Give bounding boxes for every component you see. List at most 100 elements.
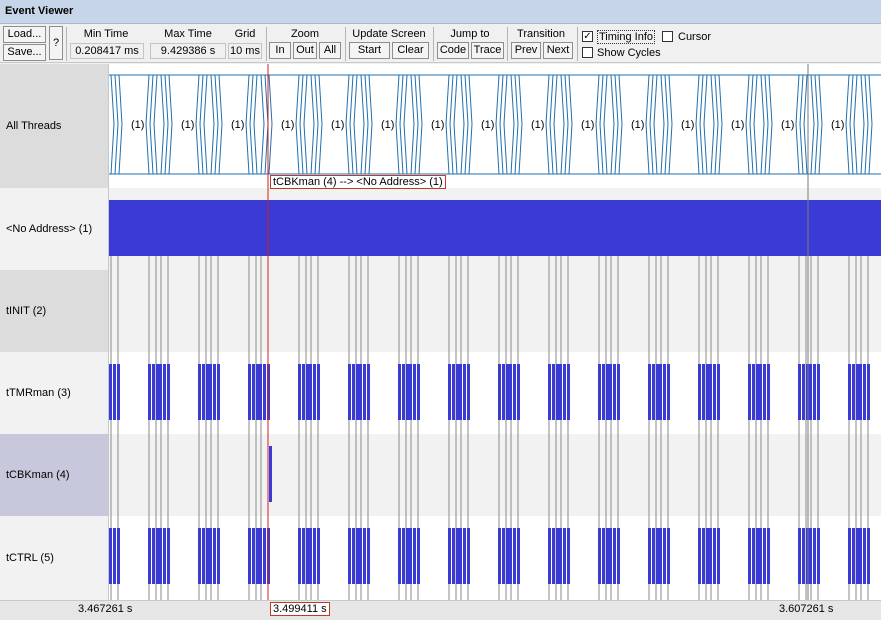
tmrman-burst-bar [859, 364, 862, 420]
all-threads-transition-line [545, 74, 550, 175]
tmrman-burst-bar [463, 364, 466, 420]
row-label-all-threads[interactable]: All Threads [0, 64, 109, 188]
all-threads-marker: (1) [731, 119, 744, 131]
tmrman-burst-bar [109, 364, 112, 420]
all-threads-transition-line [114, 74, 119, 175]
jump-trace-button[interactable]: Trace [471, 42, 504, 59]
tmrman-burst-bar [856, 364, 859, 420]
tctrl-burst-bar [648, 528, 651, 584]
tmrman-burst-bar [556, 364, 559, 420]
all-threads-transition-line [553, 74, 558, 175]
tmrman-burst-bar [509, 364, 512, 420]
tmrman-burst-bar [363, 364, 366, 420]
all-threads-transition-line [164, 74, 169, 175]
tmrman-burst-bar [748, 364, 751, 420]
tmrman-burst-bar [259, 364, 262, 420]
all-threads-transition-line [803, 74, 808, 175]
tctrl-burst-bar [109, 528, 112, 584]
tctrl-burst-bar [467, 528, 470, 584]
toolbar-separator [433, 27, 434, 61]
tctrl-burst-bar [252, 528, 255, 584]
all-threads-transition-line [118, 74, 123, 175]
help-button[interactable]: ? [49, 26, 63, 60]
jump-code-button[interactable]: Code [437, 42, 469, 59]
all-threads-transition-line [260, 74, 265, 175]
all-threads-transition-line [503, 74, 508, 175]
tctrl-burst-bar [356, 528, 359, 584]
tctrl-burst-bar [656, 528, 659, 584]
tmrman-burst-bar [302, 364, 305, 420]
tmrman-burst-bar [598, 364, 601, 420]
update-start-button[interactable]: Start [349, 42, 390, 59]
all-threads-transition-line [668, 74, 673, 175]
show-cycles-label[interactable]: Show Cycles [597, 47, 661, 59]
row-background [109, 434, 881, 516]
tctrl-burst-bar [456, 528, 459, 584]
tmrman-burst-bar [359, 364, 362, 420]
load-button[interactable]: Load... [3, 26, 46, 43]
all-threads-transition-line [110, 74, 115, 175]
all-threads-transition-line [460, 74, 465, 175]
all-threads-transition-line [253, 74, 258, 175]
tctrl-burst-bar [617, 528, 620, 584]
tctrl-burst-bar [859, 528, 862, 584]
transition-next-button[interactable]: Next [543, 42, 573, 59]
tctrl-burst-bar [509, 528, 512, 584]
timing-info-label[interactable]: Timing Info [597, 30, 656, 44]
tctrl-burst-bar [359, 528, 362, 584]
tctrl-burst-bar [459, 528, 462, 584]
zoom-all-button[interactable]: All [319, 42, 341, 59]
row-label-no-address[interactable]: <No Address> (1) [0, 188, 109, 270]
all-threads-transition-line [395, 74, 400, 175]
all-threads-transition-line [768, 74, 773, 175]
tctrl-burst-bar [809, 528, 812, 584]
tmrman-burst-bar [248, 364, 251, 420]
tctrl-burst-bar [263, 528, 266, 584]
all-threads-transition-line [168, 74, 173, 175]
save-button[interactable]: Save... [3, 44, 46, 61]
tctrl-burst-bar [798, 528, 801, 584]
all-threads-transition-line [818, 74, 823, 175]
cursor-label[interactable]: Cursor [678, 31, 712, 43]
tmrman-burst-bar [156, 364, 159, 420]
all-threads-transition-line [749, 74, 754, 175]
zoom-label: Zoom [290, 28, 320, 40]
toolbar: Load... Save... ? Min Time 0.208417 ms M… [0, 25, 881, 63]
all-threads-marker: (1) [181, 119, 194, 131]
tmrman-burst-bar [117, 364, 120, 420]
all-threads-marker: (1) [131, 119, 144, 131]
row-label-tcbkman[interactable]: tCBKman (4) [0, 434, 109, 516]
row-label-tinit[interactable]: tINIT (2) [0, 270, 109, 352]
all-threads-transition-line [853, 74, 858, 175]
tctrl-burst-bar [163, 528, 166, 584]
zoom-out-button[interactable]: Out [293, 42, 317, 59]
timeline-canvas[interactable]: (1) (1) (1) (1) (1) (1) (1) (1) (1) (1) (1) (1) (1) (… [109, 64, 881, 600]
cursor-checkbox[interactable] [662, 31, 673, 42]
tmrman-burst-bar [209, 364, 212, 420]
tctrl-burst-bar [248, 528, 251, 584]
grid-label: Grid [234, 28, 256, 40]
row-label-tctrl[interactable]: tCTRL (5) [0, 516, 109, 600]
all-threads-transition-line [645, 74, 650, 175]
tmrman-burst-bar [409, 364, 412, 420]
tctrl-burst-bar [598, 528, 601, 584]
all-threads-transition-line [195, 74, 200, 175]
all-threads-transition-line [249, 74, 254, 175]
tctrl-burst-bar [298, 528, 301, 584]
tctrl-burst-bar [413, 528, 416, 584]
all-threads-marker: (1) [631, 119, 644, 131]
all-threads-transition-line [799, 74, 804, 175]
timing-info-checkbox[interactable]: ✓ [582, 31, 593, 42]
tmrman-burst-bar [602, 364, 605, 420]
zoom-in-button[interactable]: In [269, 42, 291, 59]
show-cycles-checkbox[interactable] [582, 47, 593, 58]
timeline-plot-area[interactable]: (1) (1) (1) (1) (1) (1) (1) (1) (1) (1) (1) (1) (1) (… [109, 64, 881, 600]
transition-prev-button[interactable]: Prev [511, 42, 541, 59]
tmrman-burst-bar [656, 364, 659, 420]
tctrl-burst-bar [113, 528, 116, 584]
tmrman-burst-bar [802, 364, 805, 420]
all-threads-transition-line [349, 74, 354, 175]
tctrl-burst-bar [256, 528, 259, 584]
row-label-ttmrman[interactable]: tTMRman (3) [0, 352, 109, 434]
update-clear-button[interactable]: Clear [392, 42, 429, 59]
